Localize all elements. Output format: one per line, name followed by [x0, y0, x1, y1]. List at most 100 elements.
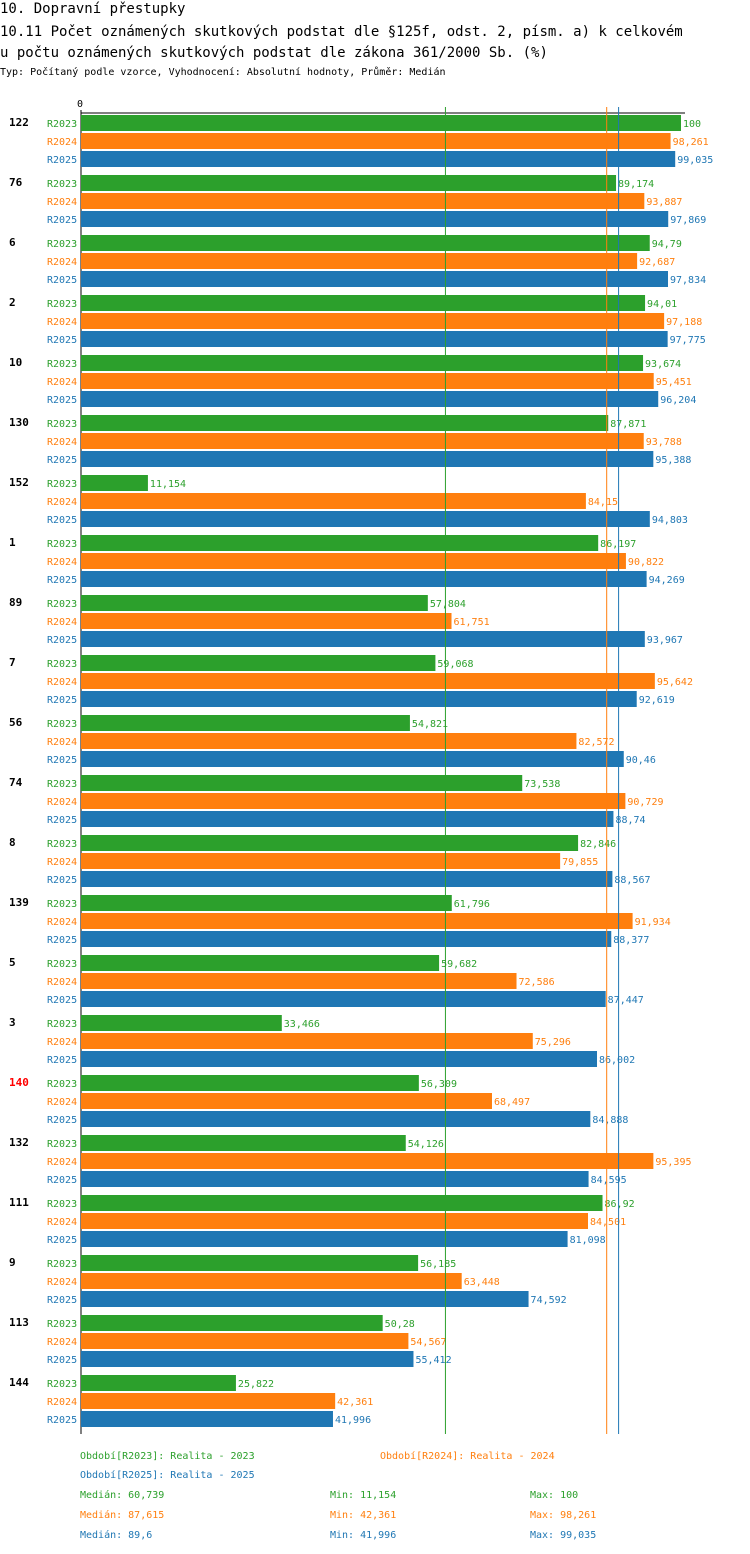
data-label: 59,068 [437, 659, 473, 670]
bar-r2024 [81, 193, 645, 209]
bar-r2025 [81, 1411, 333, 1427]
bar-r2025 [81, 631, 645, 647]
data-label: 100 [683, 119, 701, 130]
series-label: R2024 [47, 1157, 77, 1168]
data-label: 56,309 [421, 1079, 457, 1090]
data-label: 84,15 [588, 497, 618, 508]
data-label: 84,595 [591, 1175, 627, 1186]
series-label: R2025 [47, 1355, 77, 1366]
series-label: R2025 [47, 155, 77, 166]
data-label: 11,154 [150, 479, 186, 490]
chart-title-line-1: 10.11 Počet oznámených skutkových podsta… [0, 24, 683, 40]
category-label: 132 [9, 1136, 29, 1149]
bar-r2024 [81, 133, 671, 149]
data-label: 42,361 [337, 1397, 373, 1408]
bar-r2024 [81, 1273, 462, 1289]
series-label: R2023 [47, 119, 77, 130]
category-label: 113 [9, 1316, 29, 1329]
legend-r2025: Období[R2025]: Realita - 2025 [80, 1470, 255, 1481]
bar-r2023 [81, 1195, 603, 1211]
data-label: 82,572 [578, 737, 614, 748]
bar-r2024 [81, 673, 655, 689]
category-label: 9 [9, 1256, 16, 1269]
category-label: 139 [9, 896, 29, 909]
bar-r2023 [81, 595, 428, 611]
series-label: R2024 [47, 377, 77, 388]
category-label: 8 [9, 836, 16, 849]
bar-r2024 [81, 1153, 654, 1169]
data-label: 75,296 [535, 1037, 571, 1048]
series-label: R2025 [47, 875, 77, 886]
bar-r2023 [81, 475, 148, 491]
series-label: R2023 [47, 419, 77, 430]
stat-median-r2025: Medián: 89,6 [80, 1530, 153, 1541]
series-label: R2023 [47, 719, 77, 730]
series-label: R2025 [47, 395, 77, 406]
bar-r2025 [81, 1231, 568, 1247]
stat-min-r2023: Min: 11,154 [330, 1490, 397, 1501]
bar-r2023 [81, 835, 579, 851]
bar-r2025 [81, 811, 614, 827]
series-label: R2025 [47, 695, 77, 706]
series-label: R2024 [47, 1217, 77, 1228]
series-label: R2023 [47, 899, 77, 910]
series-label: R2024 [47, 737, 77, 748]
data-label: 74,592 [531, 1295, 567, 1306]
category-label: 5 [9, 956, 16, 969]
bar-r2025 [81, 391, 659, 407]
series-label: R2023 [47, 959, 77, 970]
data-label: 94,803 [652, 515, 688, 526]
bar-r2024 [81, 1213, 589, 1229]
page-title: 10. Dopravní přestupky [0, 1, 186, 17]
bar-r2025 [81, 331, 668, 347]
bar-r2025 [81, 931, 612, 947]
category-label: 2 [9, 296, 16, 309]
series-label: R2023 [47, 599, 77, 610]
bar-r2025 [81, 751, 624, 767]
bar-r2023 [81, 415, 609, 431]
stat-max-r2025: Max: 99,035 [530, 1530, 597, 1541]
series-label: R2024 [47, 497, 77, 508]
bar-r2025 [81, 1171, 589, 1187]
series-label: R2025 [47, 275, 77, 286]
series-label: R2024 [47, 557, 77, 568]
series-label: R2023 [47, 479, 77, 490]
data-label: 72,586 [519, 977, 555, 988]
data-label: 33,466 [284, 1019, 320, 1030]
bar-r2025 [81, 691, 637, 707]
series-label: R2024 [47, 617, 77, 628]
category-label: 144 [9, 1376, 29, 1389]
bar-r2024 [81, 853, 561, 869]
series-label: R2025 [47, 575, 77, 586]
data-label: 61,751 [454, 617, 490, 628]
series-label: R2024 [47, 137, 77, 148]
bar-r2023 [81, 1075, 419, 1091]
data-label: 50,28 [385, 1319, 415, 1330]
series-label: R2025 [47, 1055, 77, 1066]
data-label: 94,79 [652, 239, 682, 250]
data-label: 98,261 [673, 137, 709, 148]
data-label: 68,497 [494, 1097, 530, 1108]
chart-title-line-2: u počtu oznámených skutkových podstat dl… [0, 45, 548, 61]
bar-r2025 [81, 991, 606, 1007]
series-label: R2024 [47, 677, 77, 688]
data-label: 95,642 [657, 677, 693, 688]
stat-median-r2023: Medián: 60,739 [80, 1490, 165, 1501]
data-label: 81,098 [570, 1235, 606, 1246]
data-label: 86,92 [605, 1199, 635, 1210]
series-label: R2025 [47, 515, 77, 526]
stat-min-r2024: Min: 42,361 [330, 1510, 397, 1521]
bar-r2025 [81, 871, 613, 887]
legend-r2023: Období[R2023]: Realita - 2023 [80, 1451, 255, 1462]
series-label: R2024 [47, 1337, 77, 1348]
series-label: R2023 [47, 1019, 77, 1030]
data-label: 90,46 [626, 755, 656, 766]
category-label: 56 [9, 716, 23, 729]
data-label: 93,788 [646, 437, 682, 448]
data-label: 59,682 [441, 959, 477, 970]
series-label: R2025 [47, 1295, 77, 1306]
bar-r2023 [81, 355, 644, 371]
data-label: 92,687 [639, 257, 675, 268]
series-label: R2025 [47, 455, 77, 466]
